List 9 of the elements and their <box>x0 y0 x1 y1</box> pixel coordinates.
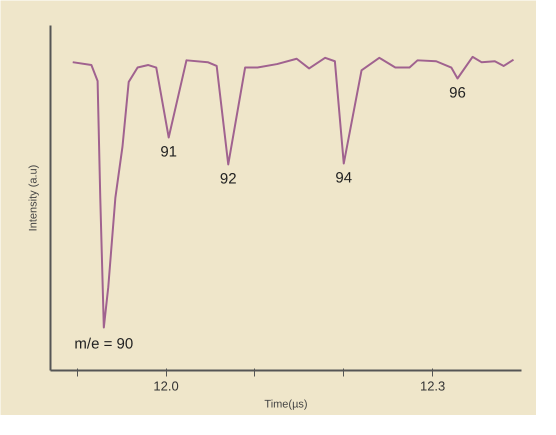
annotation: 92 <box>220 170 237 188</box>
annotation: 94 <box>335 170 352 186</box>
annotation: 91 <box>160 143 178 160</box>
annotation: m/e = 90 <box>74 336 134 353</box>
y-axis-title: Intensity (a.u) <box>28 164 40 232</box>
x-axis-title: Time(µs) <box>264 398 308 410</box>
x-tick-label: 12.3 <box>420 378 446 394</box>
x-tick-label: 12.0 <box>153 378 179 394</box>
annotation: 96 <box>449 84 466 102</box>
